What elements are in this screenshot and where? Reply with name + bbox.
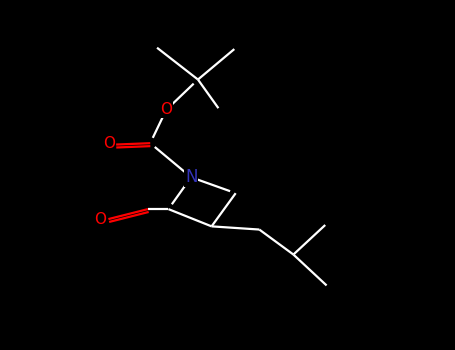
Text: N: N	[185, 168, 197, 186]
Text: O: O	[103, 136, 115, 151]
Text: O: O	[94, 212, 106, 226]
Text: O: O	[160, 103, 172, 118]
